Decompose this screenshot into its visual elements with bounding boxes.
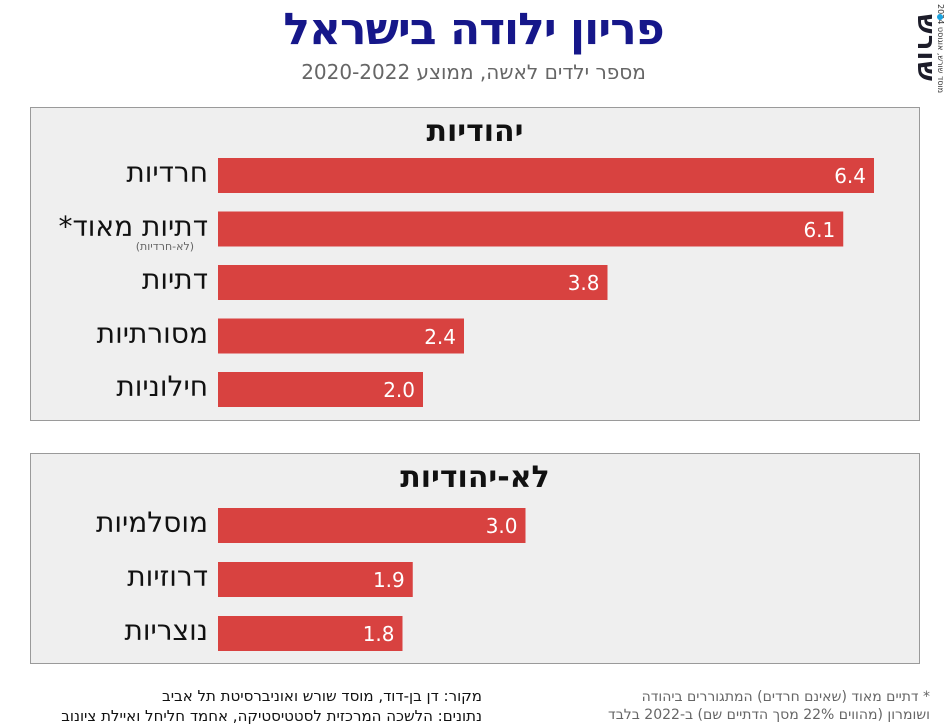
bar-value-label: 6.4 (834, 164, 866, 188)
source-block: מקור: דן בן-דוד, מוסד שורש ואוניברסיטת ת… (61, 686, 482, 726)
page-subtitle: מספר ילדים לאשה, ממוצע 2020-2022 (301, 60, 646, 84)
bar-chart-area (218, 508, 526, 651)
shoresh-logo: מוסד שורש, אוגוסט 2024 שורש (905, 4, 945, 116)
category-note: (לא-חרדיות) (135, 239, 194, 253)
bar-value-label: 2.0 (383, 378, 415, 402)
logo-text: שורש (911, 14, 941, 83)
data-source-line: נתונים: הלשכה המרכזית לסטטיסטיקה, אחמד ח… (61, 707, 482, 725)
bar (218, 372, 423, 407)
page-title: פריון ילודה בישראל (283, 4, 664, 55)
bar-value-label: 3.8 (567, 271, 600, 295)
category-label: דרוזיות (127, 560, 208, 593)
bar (218, 508, 526, 543)
bar (218, 158, 874, 193)
footnote-block: * דתיים מאוד (שאינם חרדים) המתגוררים ביה… (604, 688, 930, 724)
bar (218, 562, 413, 597)
category-label: דתיות (142, 263, 208, 296)
category-label: נוצריות (124, 614, 208, 647)
bar-value-label: 1.9 (372, 568, 405, 592)
jewish-panel: יהודיות 6.4 חרדיות 6.1 דתיות מאוד* (לא-חרדיו… (30, 107, 920, 421)
logo-dot-icon (937, 14, 943, 20)
panel-title-non-jewish: לא-יהודיות (400, 460, 550, 495)
category-label: חרדיות (126, 156, 208, 189)
bar-value-label: 1.8 (362, 622, 395, 646)
category-label: דתיות מאוד* (58, 209, 208, 243)
bar (218, 616, 403, 651)
bar-chart-area (218, 158, 874, 407)
bar (218, 318, 464, 354)
category-label: מסורתיות (96, 316, 208, 350)
bar-value-label: 2.4 (424, 324, 456, 349)
bar (218, 211, 844, 247)
category-label: מוסלמיות (95, 506, 208, 539)
bar (218, 265, 608, 300)
footnote-line-2: ושומרון (מהווים 22% מסך הדתיים שם) ב-202… (608, 707, 930, 723)
source-line: מקור: דן בן-דוד, מוסד שורש ואוניברסיטת ת… (162, 687, 482, 705)
non-jewish-panel: לא-יהודיות 3.0 מוסלמיות 1.9 דרוזיות 1.8 נוצרי… (30, 453, 920, 664)
bar-value-label: 6.1 (803, 217, 836, 242)
bar-value-label: 3.0 (485, 514, 518, 538)
category-label: חילוניות (116, 370, 208, 403)
footnote-line-1: * דתיים מאוד (שאינם חרדים) המתגוררים ביה… (641, 689, 930, 705)
panel-title-jewish: יהודיות (426, 114, 524, 149)
